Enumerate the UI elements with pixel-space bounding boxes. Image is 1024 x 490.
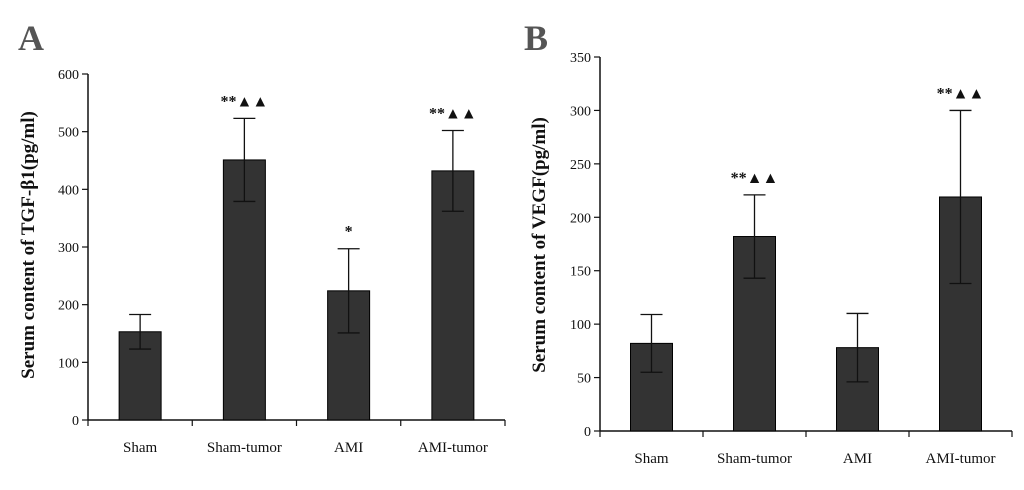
panel-a-y-tick-label: 200 — [58, 299, 79, 314]
panel-b-significance-label: **▲▲ — [937, 85, 985, 102]
panel-b-y-tick-label: 200 — [570, 211, 591, 226]
panel-a-category-label: AMI — [334, 440, 363, 456]
panel-b: B Serum content of VEGF(pg/ml) 0 50 100 150… — [524, 18, 1013, 467]
panel-a-y-tick-label: 400 — [58, 183, 79, 198]
panel-a-significance-label: * — [345, 224, 353, 241]
panel-a-bar — [222, 159, 266, 421]
panel-b-y-tick-label: 350 — [570, 51, 591, 66]
panel-a-significance-label: **▲▲ — [221, 93, 269, 110]
panel-b-y-tick-label: 250 — [570, 158, 591, 173]
panel-b-y-tick-label: 300 — [570, 104, 591, 119]
panel-a: A Serum content of TGF-β1(pg/ml) 0 100 200… — [18, 18, 506, 456]
panel-b-y-tick-label: 0 — [584, 425, 591, 440]
panel-a-letter: A — [18, 18, 44, 58]
panel-a-y-axis-title: Serum content of TGF-β1(pg/ml) — [18, 111, 39, 379]
panel-a-y-tick-label: 0 — [72, 414, 79, 429]
panel-b-category-label: Sham-tumor — [717, 451, 792, 467]
panel-a-significance-label: **▲▲ — [429, 106, 477, 123]
panel-a-category-label: AMI-tumor — [418, 440, 488, 456]
panel-a-y-tick-label: 100 — [58, 356, 79, 371]
panel-a-category-label: Sham — [123, 440, 158, 456]
panel-b-y-axis-title: Serum content of VEGF(pg/ml) — [529, 117, 550, 373]
panel-b-category-label: AMI — [843, 451, 872, 467]
panel-a-category-label: Sham-tumor — [207, 440, 282, 456]
panel-b-letter: B — [524, 18, 548, 58]
panel-b-category-label: AMI-tumor — [926, 451, 996, 467]
panel-b-y-tick-label: 50 — [577, 372, 591, 387]
panel-a-y-tick-label: 500 — [58, 126, 79, 141]
panel-a-bar — [431, 170, 475, 421]
panel-b-category-label: Sham — [634, 451, 669, 467]
panel-a-y-tick-label: 600 — [58, 68, 79, 83]
panel-b-significance-label: **▲▲ — [731, 170, 779, 187]
panel-a-y-tick-label: 300 — [58, 241, 79, 256]
panel-b-y-tick-label: 100 — [570, 318, 591, 333]
panel-b-y-tick-label: 150 — [570, 265, 591, 280]
